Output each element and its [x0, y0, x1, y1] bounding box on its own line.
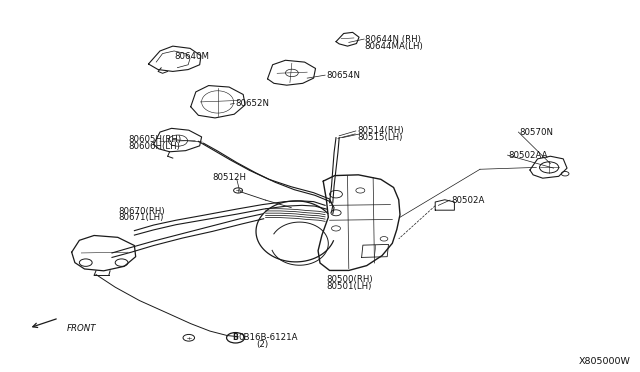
Text: 80606H(LH): 80606H(LH): [128, 142, 180, 151]
Text: 80644MA(LH): 80644MA(LH): [365, 42, 424, 51]
Text: (2): (2): [256, 340, 268, 349]
Text: 80652N: 80652N: [236, 99, 269, 108]
Text: FRONT: FRONT: [67, 324, 96, 333]
Text: 80502A: 80502A: [451, 196, 484, 205]
Text: 80605H(RH): 80605H(RH): [128, 135, 181, 144]
Text: 80515(LH): 80515(LH): [357, 133, 403, 142]
Text: 80502AA: 80502AA: [509, 151, 548, 160]
Text: 80500(RH): 80500(RH): [326, 275, 373, 284]
Text: 80512H: 80512H: [212, 173, 246, 182]
Text: 80671(LH): 80671(LH): [118, 214, 164, 222]
Text: 80514(RH): 80514(RH): [357, 126, 404, 135]
Text: X805000W: X805000W: [579, 357, 630, 366]
Text: 80670(RH): 80670(RH): [118, 207, 165, 216]
Text: 80501(LH): 80501(LH): [326, 282, 372, 291]
Text: B: B: [233, 333, 238, 342]
Text: 80654N: 80654N: [326, 71, 360, 80]
Text: 80644N (RH): 80644N (RH): [365, 35, 420, 44]
Text: 0B16B-6121A: 0B16B-6121A: [238, 333, 298, 342]
Text: 80640M: 80640M: [174, 52, 209, 61]
Text: 80570N: 80570N: [520, 128, 554, 137]
